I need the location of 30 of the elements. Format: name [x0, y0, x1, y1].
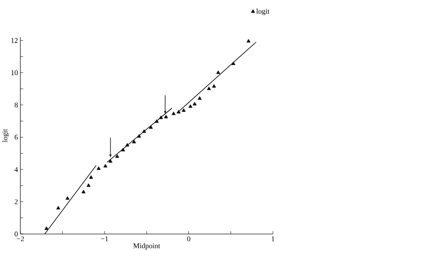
point: [121, 148, 126, 152]
point: [89, 176, 94, 179]
point: [188, 104, 192, 108]
point: [176, 110, 181, 114]
point: [125, 143, 130, 147]
point: [182, 108, 186, 112]
point: [164, 115, 168, 118]
point: [231, 62, 236, 66]
point: [108, 159, 112, 163]
point: [86, 184, 91, 188]
point: [198, 96, 202, 100]
point: [212, 84, 216, 88]
point: [137, 134, 142, 138]
point: [158, 116, 163, 120]
point: [44, 226, 48, 230]
point: [206, 86, 211, 90]
point: [246, 39, 250, 43]
point: [103, 164, 108, 168]
point: [96, 166, 101, 170]
point: [148, 126, 153, 129]
point: [154, 120, 159, 123]
point: [142, 130, 146, 133]
point: [192, 102, 197, 106]
point: [82, 190, 86, 194]
point: [56, 206, 60, 210]
point: [132, 140, 136, 144]
point: [66, 196, 70, 200]
point: [172, 112, 176, 116]
point: [216, 70, 220, 74]
point: [115, 154, 120, 158]
